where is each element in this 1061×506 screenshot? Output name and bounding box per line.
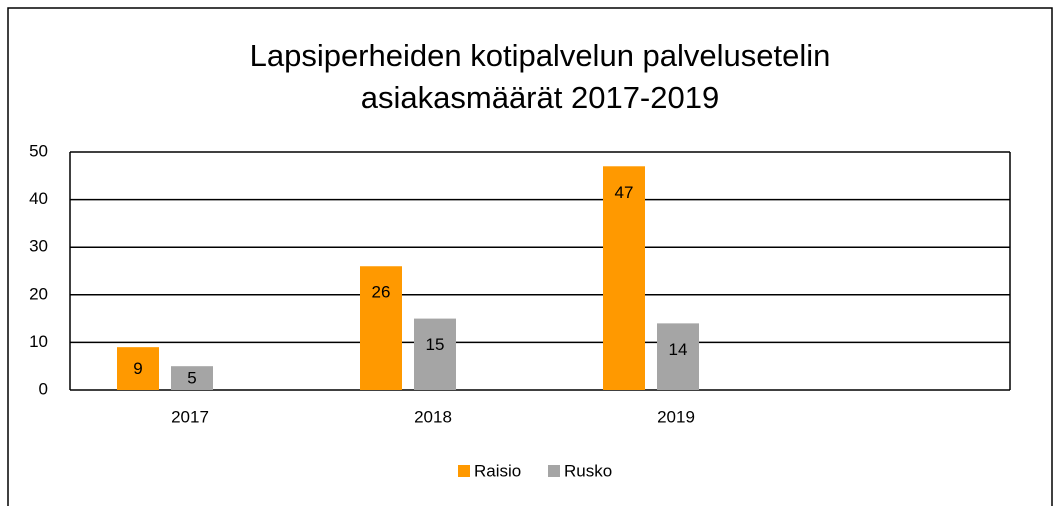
data-label: 5 xyxy=(187,369,196,388)
x-tick-label: 2018 xyxy=(414,407,452,426)
chart-title: Lapsiperheiden kotipalvelun palvelusetel… xyxy=(250,38,831,73)
chart-frame xyxy=(7,7,1053,506)
y-tick-label: 10 xyxy=(29,332,48,351)
data-label: 15 xyxy=(426,335,445,354)
bar xyxy=(360,266,402,390)
data-label: 14 xyxy=(669,340,688,359)
chart-title: asiakasmäärät 2017-2019 xyxy=(361,80,719,115)
bar xyxy=(117,347,159,390)
bar xyxy=(414,318,456,390)
y-tick-label: 30 xyxy=(29,237,48,256)
legend-label: Raisio xyxy=(474,461,521,480)
y-tick-label: 50 xyxy=(29,141,48,160)
y-tick-label: 20 xyxy=(29,284,48,303)
x-tick-label: 2017 xyxy=(171,407,209,426)
y-tick-label: 40 xyxy=(29,189,48,208)
legend-swatch xyxy=(548,465,560,477)
data-label: 47 xyxy=(615,183,634,202)
bar xyxy=(603,166,645,390)
bar xyxy=(171,366,213,390)
legend-swatch xyxy=(458,465,470,477)
data-label: 26 xyxy=(372,283,391,302)
y-tick-label: 0 xyxy=(39,379,48,398)
x-tick-label: 2019 xyxy=(657,407,695,426)
data-label: 9 xyxy=(133,359,142,378)
legend-label: Rusko xyxy=(564,461,612,480)
bar xyxy=(657,323,699,390)
